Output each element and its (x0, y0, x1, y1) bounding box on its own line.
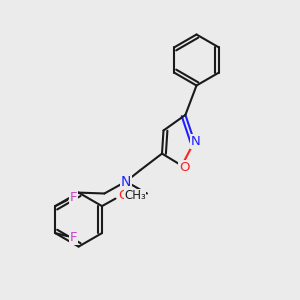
Text: F: F (70, 190, 77, 204)
Text: CH₃: CH₃ (124, 189, 146, 202)
Text: O: O (118, 189, 129, 202)
Text: O: O (179, 160, 190, 174)
Text: N: N (191, 135, 201, 148)
Text: F: F (70, 231, 78, 244)
Text: N: N (121, 175, 131, 188)
